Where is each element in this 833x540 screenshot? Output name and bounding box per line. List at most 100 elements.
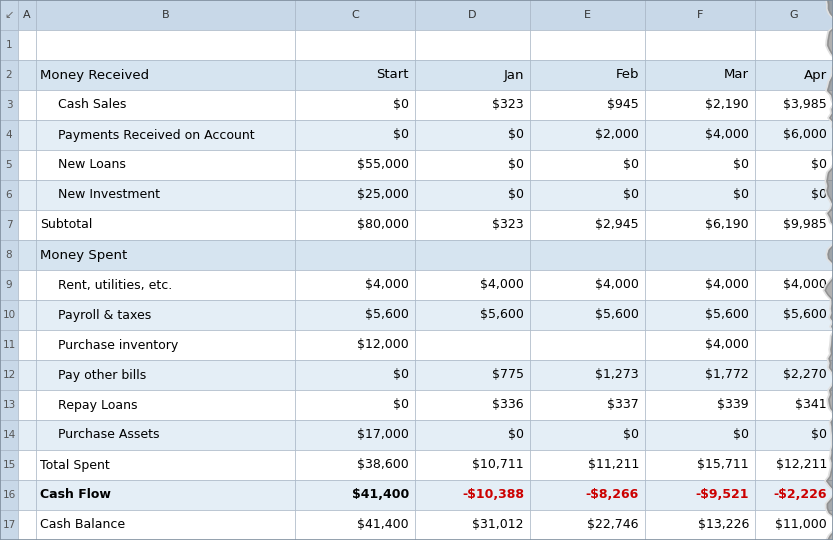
Bar	[0, 60, 18, 90]
Text: ↙: ↙	[4, 10, 13, 20]
Text: $0: $0	[508, 429, 524, 442]
Text: 9: 9	[6, 280, 12, 290]
Bar	[18, 450, 36, 480]
Text: $323: $323	[492, 98, 524, 111]
Bar	[36, 210, 295, 240]
Text: $0: $0	[393, 98, 409, 111]
Bar	[645, 30, 755, 60]
Text: Money Spent: Money Spent	[40, 248, 127, 261]
Text: $0: $0	[393, 129, 409, 141]
Text: $5,600: $5,600	[365, 308, 409, 321]
Text: $25,000: $25,000	[357, 188, 409, 201]
Text: $4,000: $4,000	[480, 279, 524, 292]
Bar	[530, 300, 645, 330]
Text: 14: 14	[2, 430, 16, 440]
Text: Repay Loans: Repay Loans	[58, 399, 137, 411]
Text: $2,270: $2,270	[783, 368, 827, 381]
Bar	[415, 450, 530, 480]
Bar	[18, 180, 36, 210]
Bar	[530, 150, 645, 180]
Bar	[0, 120, 18, 150]
Bar	[755, 90, 833, 120]
Text: 16: 16	[2, 490, 16, 500]
Bar	[295, 0, 415, 30]
Text: C: C	[352, 10, 359, 20]
Text: Start: Start	[377, 69, 409, 82]
Text: 3: 3	[6, 100, 12, 110]
Bar	[415, 420, 530, 450]
Bar	[415, 0, 530, 30]
Bar	[645, 240, 755, 270]
Bar	[295, 270, 415, 300]
Bar	[18, 120, 36, 150]
Text: $11,211: $11,211	[587, 458, 639, 471]
Bar	[755, 0, 833, 30]
Bar	[530, 480, 645, 510]
Bar	[645, 60, 755, 90]
Bar	[295, 90, 415, 120]
Text: $12,211: $12,211	[776, 458, 827, 471]
Text: $0: $0	[733, 159, 749, 172]
Bar	[295, 180, 415, 210]
Text: $4,000: $4,000	[705, 279, 749, 292]
Bar	[755, 120, 833, 150]
Text: 12: 12	[2, 370, 16, 380]
Bar	[755, 360, 833, 390]
Text: $4,000: $4,000	[783, 279, 827, 292]
Text: $945: $945	[607, 98, 639, 111]
Text: $0: $0	[623, 429, 639, 442]
Bar	[645, 510, 755, 540]
Text: $339: $339	[717, 399, 749, 411]
Text: $0: $0	[508, 159, 524, 172]
Bar	[755, 390, 833, 420]
Bar	[530, 0, 645, 30]
Text: D: D	[468, 10, 476, 20]
Bar	[415, 180, 530, 210]
Text: $775: $775	[492, 368, 524, 381]
Text: $0: $0	[508, 188, 524, 201]
Bar	[36, 480, 295, 510]
Text: $11,000: $11,000	[776, 518, 827, 531]
Bar	[36, 60, 295, 90]
Bar	[36, 330, 295, 360]
Bar	[0, 90, 18, 120]
Text: -$8,266: -$8,266	[586, 489, 639, 502]
Text: $5,600: $5,600	[783, 308, 827, 321]
Bar	[415, 510, 530, 540]
Text: $5,600: $5,600	[705, 308, 749, 321]
Bar	[755, 240, 833, 270]
Text: $12,000: $12,000	[357, 339, 409, 352]
Text: $4,000: $4,000	[595, 279, 639, 292]
Text: 10: 10	[2, 310, 16, 320]
Bar	[645, 180, 755, 210]
Text: $4,000: $4,000	[705, 339, 749, 352]
Bar	[295, 150, 415, 180]
Text: $0: $0	[811, 159, 827, 172]
Bar	[295, 510, 415, 540]
Text: $5,600: $5,600	[480, 308, 524, 321]
Bar	[530, 330, 645, 360]
Text: 4: 4	[6, 130, 12, 140]
Text: -$2,226: -$2,226	[774, 489, 827, 502]
Text: $0: $0	[733, 188, 749, 201]
Bar	[295, 210, 415, 240]
Bar	[18, 330, 36, 360]
Bar	[0, 240, 18, 270]
Text: $22,746: $22,746	[587, 518, 639, 531]
Text: E: E	[584, 10, 591, 20]
Text: Subtotal: Subtotal	[40, 219, 92, 232]
Bar	[755, 60, 833, 90]
Bar	[755, 510, 833, 540]
Bar	[415, 270, 530, 300]
Bar	[36, 450, 295, 480]
Bar	[36, 420, 295, 450]
Bar	[530, 60, 645, 90]
Bar	[645, 480, 755, 510]
Bar	[415, 150, 530, 180]
Bar	[36, 390, 295, 420]
Bar	[36, 240, 295, 270]
Text: $0: $0	[811, 188, 827, 201]
Text: Mar: Mar	[724, 69, 749, 82]
Text: $15,711: $15,711	[697, 458, 749, 471]
Bar	[415, 240, 530, 270]
